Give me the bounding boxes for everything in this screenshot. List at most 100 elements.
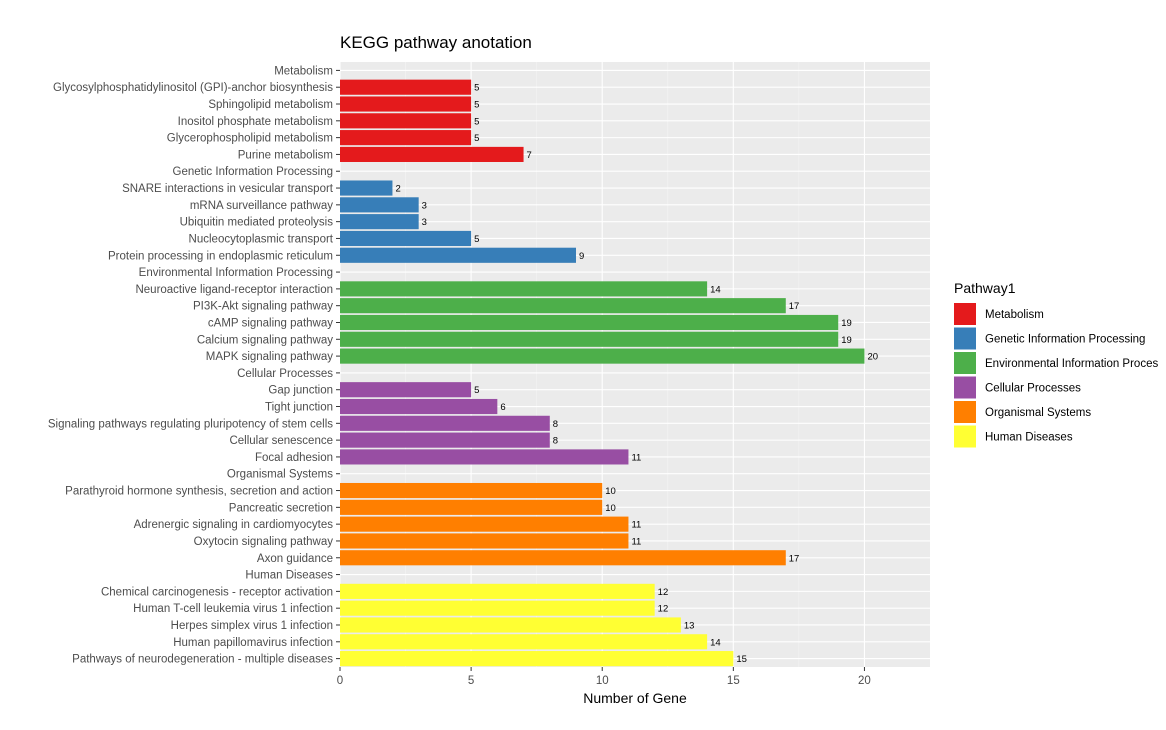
category-label: Focal adhesion	[255, 452, 333, 464]
x-tick-label: 15	[727, 675, 740, 687]
bar	[340, 230, 472, 247]
category-label: cAMP signaling pathway	[208, 317, 333, 329]
bar-value-label: 14	[710, 284, 721, 295]
x-axis-title: Number of Gene	[583, 690, 687, 706]
bar-value-label: 11	[631, 536, 641, 547]
category-label: Adrenergic signaling in cardiomyocytes	[134, 519, 334, 531]
x-axis-ticks: 0 5 10 15 20	[337, 667, 871, 687]
legend-title: Pathway1	[954, 280, 1016, 296]
x-tick-label: 5	[468, 675, 474, 687]
bar-value-label: 8	[553, 436, 558, 447]
plot-panel	[340, 62, 930, 667]
legend-label: Genetic Information Processing	[985, 334, 1145, 346]
legend-label: Human Diseases	[985, 432, 1073, 444]
bar	[340, 550, 786, 566]
bar	[340, 533, 629, 549]
bar	[340, 482, 603, 499]
legend-label: Environmental Information Proces	[985, 358, 1158, 370]
legend-swatch	[954, 352, 976, 374]
bar	[340, 449, 629, 465]
category-label: Protein processing in endoplasmic reticu…	[108, 250, 333, 262]
bar	[340, 146, 524, 162]
bar-value-label: 10	[605, 486, 616, 497]
bar	[340, 113, 472, 129]
category-label: Cellular Processes	[237, 368, 333, 380]
category-label: Glycosylphosphatidylinositol (GPI)-ancho…	[53, 82, 333, 94]
bar-value-label: 5	[474, 100, 479, 111]
category-label: Pancreatic secretion	[229, 502, 333, 514]
bar	[340, 130, 472, 146]
category-label: Oxytocin signaling pathway	[194, 536, 334, 548]
bar	[340, 214, 419, 230]
bar	[340, 382, 472, 398]
category-label: Organismal Systems	[227, 469, 333, 481]
category-label: Pathways of neurodegeneration - multiple…	[72, 654, 333, 666]
category-label: Tight junction	[265, 402, 333, 414]
category-label: Herpes simplex virus 1 infection	[171, 620, 333, 632]
category-label: Metabolism	[274, 65, 333, 77]
category-label: Nucleocytoplasmic transport	[189, 233, 334, 245]
legend-swatch	[954, 327, 976, 350]
legend-swatch	[954, 303, 976, 325]
bar-value-label: 19	[841, 318, 852, 329]
bar	[340, 180, 393, 196]
bar-value-label: 15	[736, 654, 747, 665]
category-label: Cellular senescence	[229, 435, 333, 447]
bar-value-label: 11	[631, 452, 641, 463]
bar	[340, 298, 786, 314]
bar	[340, 331, 839, 347]
legend-label: Cellular Processes	[985, 383, 1081, 395]
legend: Pathway1 Metabolism Genetic Information P…	[954, 280, 1158, 448]
bar-value-label: 10	[605, 503, 616, 514]
category-label: Signaling pathways regulating pluripoten…	[48, 418, 333, 430]
bar-value-label: 5	[474, 116, 479, 127]
gridlines	[339, 62, 930, 667]
bar-value-label: 5	[474, 133, 479, 144]
bar-value-label: 7	[527, 150, 532, 161]
category-label: mRNA surveillance pathway	[190, 200, 333, 212]
bar-value-label: 5	[474, 83, 479, 94]
category-label: Axon guidance	[257, 553, 333, 565]
category-labels: Metabolism Glycosylphosphatidylinositol (…	[48, 65, 340, 666]
bar	[340, 499, 603, 515]
bars	[340, 79, 865, 667]
category-label: Sphingolipid metabolism	[208, 99, 333, 111]
x-tick-label: 10	[596, 675, 609, 687]
category-label: Glycerophospholipid metabolism	[167, 133, 333, 145]
bar-value-label: 3	[422, 217, 427, 228]
bar-value-labels: 5 5 5 5 7 2 3 3 5 9 14 17 19 19 20 5 6 8 8 11 10 10 11 11 17 12 12…	[395, 83, 878, 665]
bar-value-label: 20	[867, 352, 878, 363]
category-label: Human Diseases	[245, 570, 333, 582]
bar	[340, 348, 865, 364]
bar	[340, 96, 472, 112]
category-label: PI3K-Akt signaling pathway	[193, 301, 333, 313]
bar	[340, 197, 419, 213]
bar-value-label: 17	[789, 553, 800, 564]
category-label: Human papillomavirus infection	[173, 637, 333, 649]
bar	[340, 651, 734, 667]
category-label: Ubiquitin mediated proteolysis	[180, 217, 334, 229]
category-label: Chemical carcinogenesis - receptor activ…	[101, 586, 333, 598]
bar-value-label: 14	[710, 637, 721, 648]
category-label: Neuroactive ligand-receptor interaction	[135, 284, 333, 296]
legend-swatch	[954, 425, 976, 448]
bar	[340, 516, 629, 532]
bar-value-label: 9	[579, 251, 584, 262]
x-tick-label: 0	[337, 675, 343, 687]
category-label: Calcium signaling pathway	[197, 334, 333, 346]
category-label: Parathyroid hormone synthesis, secretion…	[65, 486, 333, 498]
category-label: Environmental Information Processing	[139, 267, 333, 279]
legend-swatch	[954, 401, 976, 423]
bar-value-label: 12	[658, 604, 669, 615]
bar	[340, 247, 576, 263]
category-label: Gap junction	[268, 385, 333, 397]
category-label: Inositol phosphate metabolism	[178, 116, 333, 128]
bar	[340, 432, 550, 448]
bar	[340, 79, 472, 95]
chart-title: KEGG pathway anotation	[340, 33, 532, 52]
bar-value-label: 11	[631, 520, 641, 531]
bar-value-label: 2	[395, 184, 400, 195]
bar-value-label: 6	[500, 402, 505, 413]
legend-label: Metabolism	[985, 309, 1044, 321]
